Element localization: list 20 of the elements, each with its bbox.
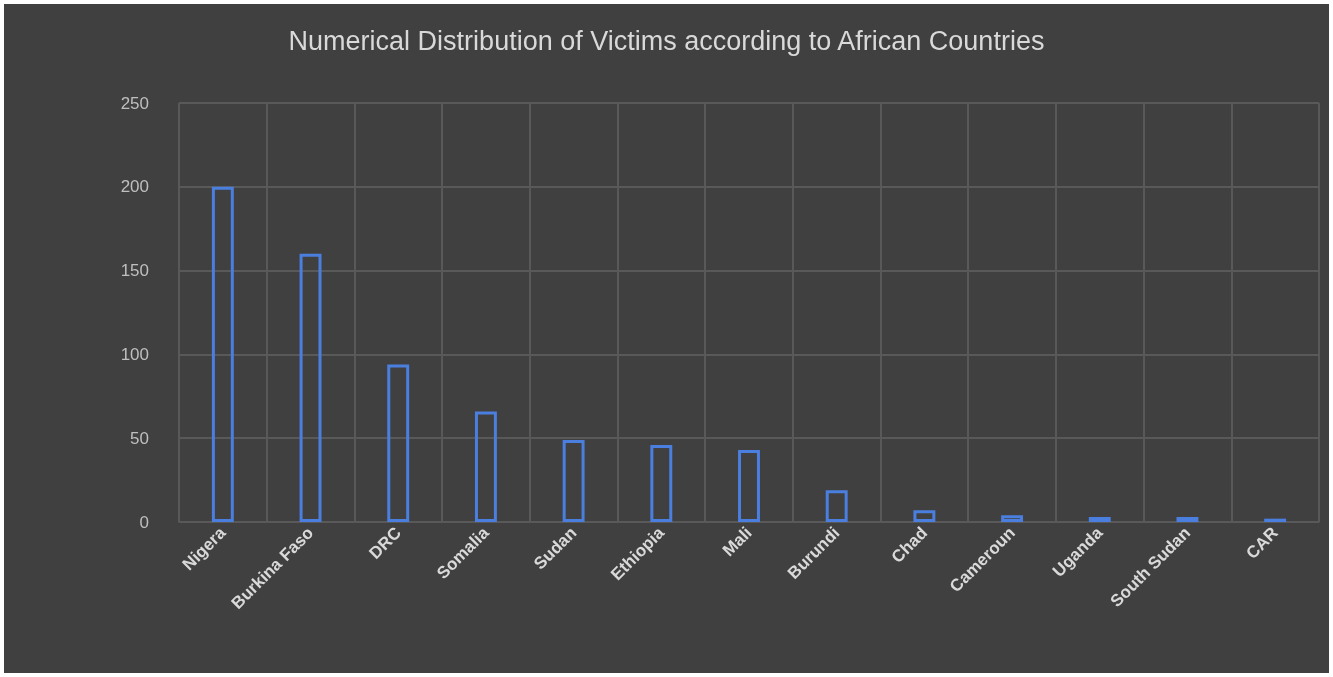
bar <box>474 411 497 522</box>
y-tick-label: 0 <box>139 512 149 532</box>
bar <box>1264 518 1287 522</box>
y-tick-label: 200 <box>120 177 149 197</box>
bar <box>387 364 410 522</box>
y-tick-label: 100 <box>120 344 149 364</box>
bar <box>299 253 322 522</box>
y-tick-label: 150 <box>120 261 149 281</box>
bar <box>650 444 673 522</box>
bar <box>211 186 234 522</box>
bar <box>1001 515 1024 522</box>
y-tick-label: 250 <box>120 93 149 113</box>
y-tick-label: 50 <box>130 428 149 448</box>
bar <box>1088 516 1111 522</box>
bar <box>1176 516 1199 522</box>
bar <box>738 449 760 522</box>
bar <box>913 510 936 522</box>
bar <box>825 490 848 522</box>
chart-title: Numerical Distribution of Victims according to African Countries <box>288 25 1045 56</box>
bar <box>562 439 585 522</box>
